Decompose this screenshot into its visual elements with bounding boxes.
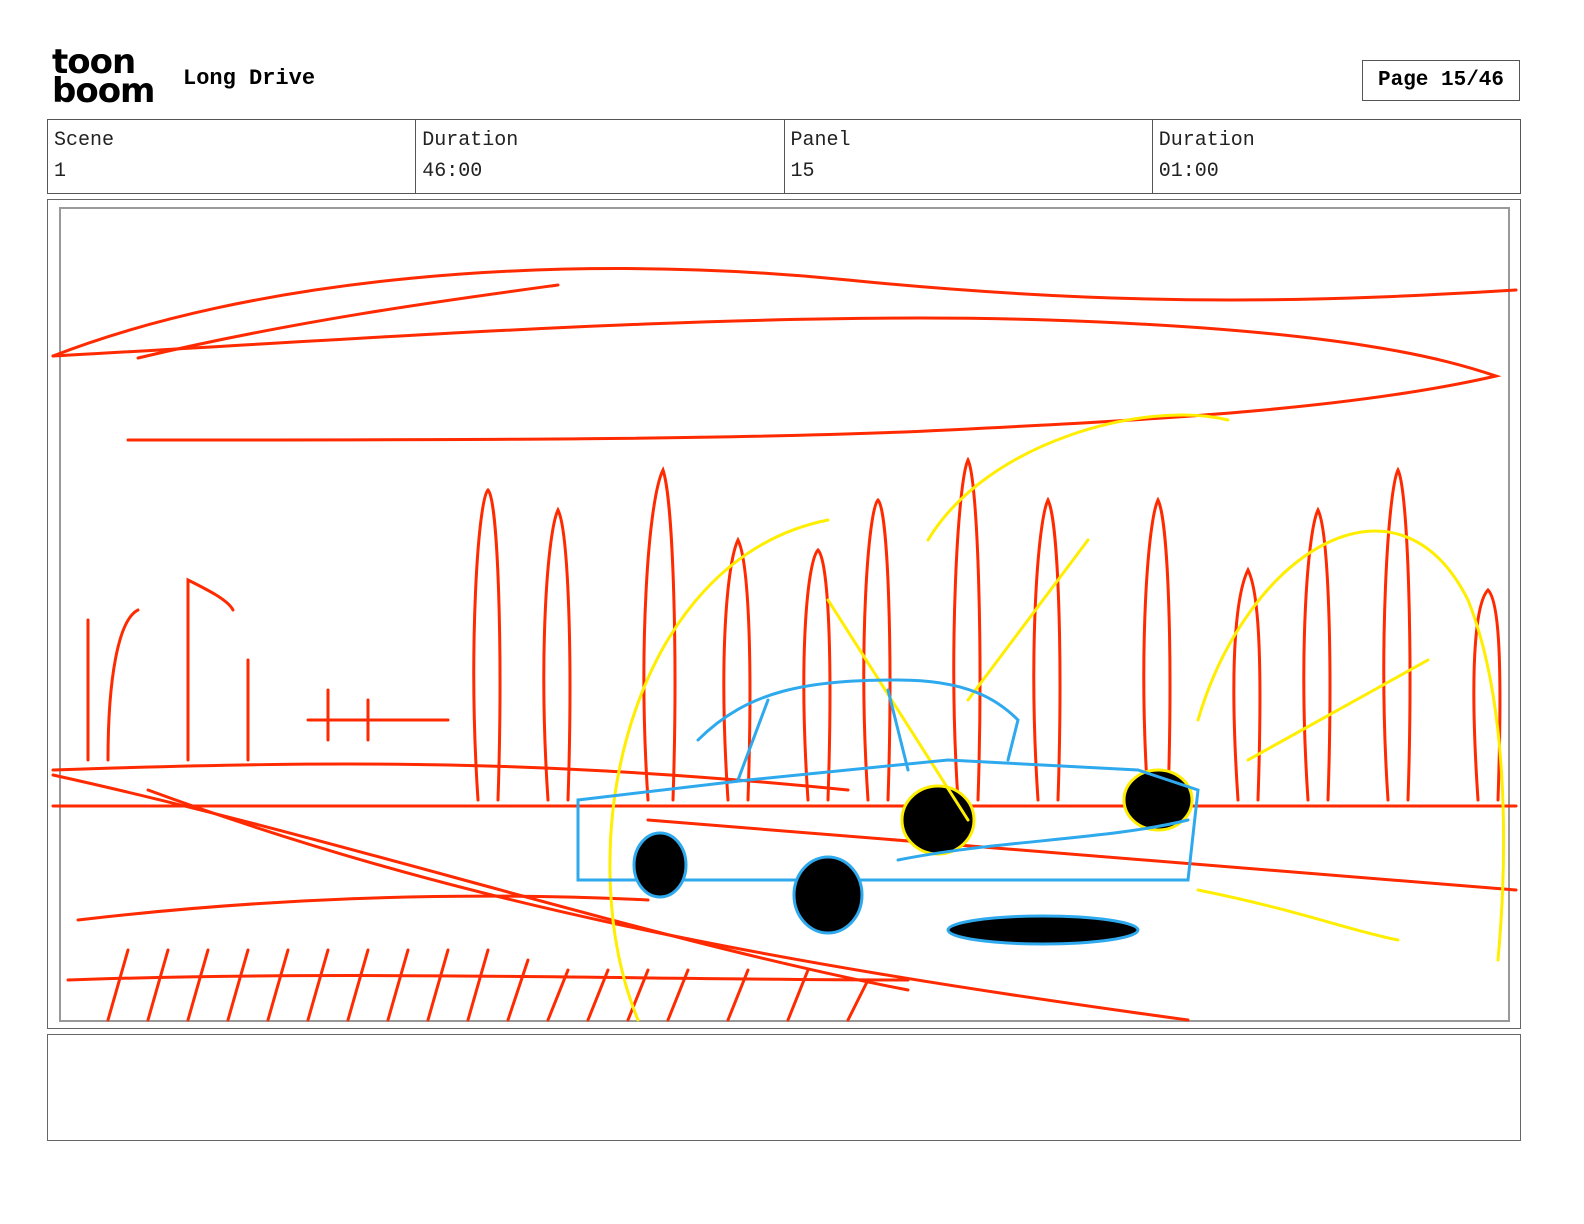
safe-area — [59, 207, 1510, 1022]
logo-line: boom — [52, 71, 155, 111]
logo: toon boom — [52, 42, 155, 111]
car-sketch — [576, 678, 1200, 946]
info-label: Scene — [54, 129, 115, 152]
info-label: Panel — [790, 129, 851, 152]
info-value: 46:00 — [422, 160, 483, 183]
light-sketch — [608, 413, 1506, 1022]
info-cell: Duration 46:00 — [415, 120, 783, 193]
title: Long Drive — [183, 66, 316, 91]
page-number: Page 15/46 — [1362, 60, 1520, 101]
info-value: 1 — [54, 160, 67, 183]
sketch — [51, 207, 1518, 1022]
info-label: Duration — [1158, 129, 1255, 152]
info-table: Scene 1 Duration 46:00 Panel 15 Duration 01:00 — [47, 119, 1521, 194]
background-sketch — [51, 267, 1518, 1022]
info-cell: Panel 15 — [783, 120, 1152, 193]
notes-box — [47, 1034, 1521, 1141]
info-label: Duration — [422, 129, 519, 152]
info-cell: Scene 1 — [48, 120, 415, 193]
info-value: 15 — [790, 160, 815, 183]
info-value: 01:00 — [1158, 160, 1219, 183]
panel-frame — [47, 199, 1521, 1029]
info-cell: Duration 01:00 — [1151, 120, 1520, 193]
logo-line: toon — [52, 42, 136, 82]
